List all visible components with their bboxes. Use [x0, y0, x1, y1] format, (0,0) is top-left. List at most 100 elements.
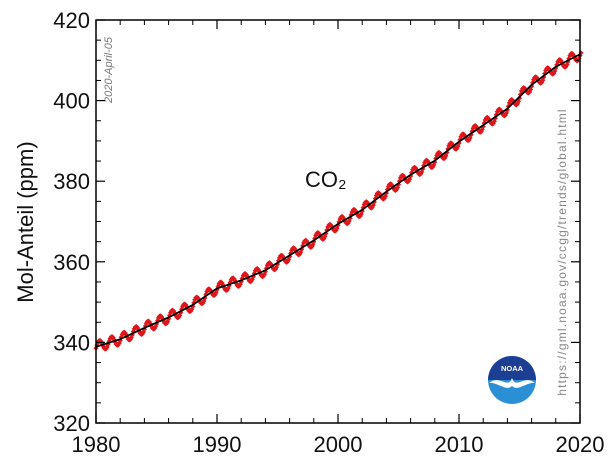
monthly-point — [148, 323, 155, 329]
monthly-point — [188, 308, 194, 314]
monthly-point — [370, 202, 376, 208]
monthly-point — [215, 284, 221, 290]
monthly-point — [498, 108, 504, 115]
monthly-point — [334, 225, 340, 231]
monthly-point — [555, 59, 561, 65]
x-axis: 1980 1990 2000 2010 2020 — [72, 20, 604, 457]
monthly-point — [238, 279, 244, 285]
monthly-point — [502, 112, 508, 118]
monthly-point — [487, 119, 493, 125]
monthly-point — [200, 300, 206, 306]
monthly-point — [204, 288, 210, 295]
monthly-point — [427, 162, 433, 168]
monthly-point — [129, 332, 135, 338]
monthly-point — [119, 331, 125, 338]
monthly-point — [474, 125, 480, 131]
monthly-point — [566, 55, 572, 62]
monthly-point — [112, 339, 118, 345]
monthly-point — [106, 338, 112, 344]
y-tick-label: 340 — [53, 330, 90, 355]
monthly-point — [111, 337, 117, 343]
monthly-point — [310, 242, 316, 248]
monthly-point — [228, 277, 234, 283]
monthly-point — [385, 183, 392, 190]
y-tick-label: 420 — [53, 8, 90, 33]
monthly-point — [128, 335, 134, 341]
monthly-point — [115, 342, 121, 348]
monthly-point — [357, 213, 363, 219]
monthly-point — [189, 306, 195, 312]
monthly-point — [219, 280, 225, 286]
monthly-point — [553, 65, 559, 71]
monthly-point — [526, 89, 533, 95]
monthly-point — [491, 118, 497, 124]
monthly-point — [280, 255, 287, 261]
monthly-point — [136, 329, 142, 335]
monthly-point — [485, 115, 491, 121]
monthly-point — [336, 219, 342, 225]
monthly-point — [151, 325, 158, 332]
monthly-point — [110, 335, 116, 341]
monthly-point — [94, 342, 100, 348]
monthly-point — [183, 302, 189, 308]
monthly-point — [438, 152, 444, 158]
monthly-point — [444, 149, 450, 156]
monthly-point — [287, 254, 293, 260]
monthly-point — [563, 63, 569, 70]
co2-annotation: CO₂ — [305, 167, 347, 192]
monthly-point — [226, 283, 232, 289]
monthly-point — [347, 215, 353, 221]
monthly-point — [146, 319, 153, 325]
monthly-point — [400, 173, 407, 179]
monthly-point — [442, 155, 448, 161]
monthly-point — [522, 86, 529, 93]
monthly-point — [321, 236, 327, 242]
monthly-point — [267, 260, 274, 267]
monthly-point — [207, 286, 213, 293]
monthly-point — [184, 304, 190, 310]
monthly-point — [323, 230, 329, 237]
monthly-point — [256, 268, 262, 275]
monthly-point — [478, 129, 484, 135]
monthly-point — [289, 247, 295, 253]
monthly-point — [131, 326, 137, 332]
monthly-point — [178, 309, 184, 316]
monthly-point — [571, 53, 577, 59]
monthly-point — [578, 50, 584, 56]
x-tick-label: 2000 — [314, 432, 363, 457]
monthly-point — [264, 262, 271, 268]
y-axis-title: Mol-Anteil (ppm) — [13, 141, 38, 302]
monthly-point — [349, 209, 355, 215]
monthly-point — [167, 312, 173, 319]
y-tick-label: 360 — [53, 250, 90, 275]
monthly-point — [281, 257, 288, 263]
monthly-point — [203, 291, 209, 298]
monthly-point — [377, 192, 383, 198]
source-url: https://gml.noaa.gov/ccgg/trends/global.… — [555, 108, 569, 396]
noaa-logo-text: NOAA — [501, 364, 524, 373]
y-axis: 320 340 360 380 400 420 — [53, 8, 580, 436]
monthly-point — [262, 268, 268, 275]
monthly-point — [142, 323, 149, 329]
monthly-point — [457, 137, 463, 143]
monthly-point — [155, 315, 162, 321]
monthly-point — [461, 131, 467, 138]
x-tick-label: 1980 — [72, 432, 121, 457]
trend-line — [95, 53, 581, 348]
monthly-point — [527, 86, 534, 93]
monthly-point — [543, 67, 549, 74]
monthly-point — [297, 251, 303, 257]
monthly-point — [317, 232, 323, 238]
monthly-point — [506, 100, 513, 106]
monthly-point — [529, 83, 535, 89]
trend-line-group — [95, 53, 581, 348]
monthly-point — [470, 125, 476, 131]
monthly-point — [531, 77, 537, 83]
monthly-point — [410, 167, 416, 173]
monthly-point — [570, 51, 576, 57]
monthly-point — [122, 330, 128, 336]
monthly-point — [455, 143, 461, 149]
monthly-point — [530, 80, 536, 86]
x-tick-label: 2010 — [435, 432, 484, 457]
monthly-point — [220, 282, 226, 288]
